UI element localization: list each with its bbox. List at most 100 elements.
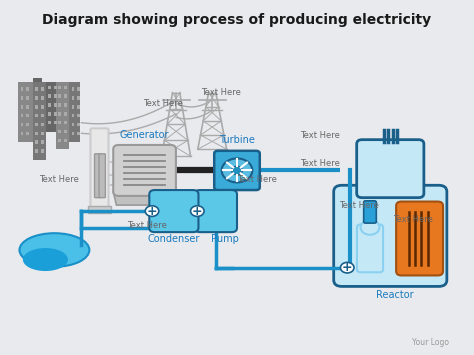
FancyBboxPatch shape	[149, 190, 199, 232]
Bar	[58, 94, 61, 98]
Text: Text Here: Text Here	[39, 175, 79, 184]
FancyBboxPatch shape	[334, 185, 447, 286]
Bar	[77, 96, 80, 100]
Text: Reactor: Reactor	[376, 290, 414, 300]
Bar	[54, 94, 57, 98]
Circle shape	[232, 166, 242, 175]
Bar	[64, 121, 66, 125]
Text: Text Here: Text Here	[393, 215, 433, 224]
Text: Turbine: Turbine	[219, 135, 255, 145]
Circle shape	[145, 206, 159, 217]
Text: Text Here: Text Here	[237, 175, 277, 184]
Bar	[58, 86, 61, 89]
Bar	[20, 87, 23, 91]
FancyBboxPatch shape	[364, 201, 376, 223]
Bar	[58, 130, 61, 133]
Circle shape	[191, 206, 204, 217]
Bar	[36, 149, 38, 153]
Bar	[27, 132, 29, 135]
FancyBboxPatch shape	[214, 151, 260, 190]
Text: Diagram showing process of producing electricity: Diagram showing process of producing ele…	[43, 13, 431, 27]
Bar	[72, 132, 74, 135]
Ellipse shape	[19, 233, 90, 267]
Bar	[41, 123, 44, 126]
Polygon shape	[113, 192, 176, 205]
Bar	[64, 138, 66, 142]
Bar	[64, 86, 66, 89]
Bar	[54, 112, 57, 116]
FancyBboxPatch shape	[357, 140, 424, 198]
Bar	[36, 114, 38, 118]
Bar	[64, 130, 66, 133]
Bar	[77, 114, 80, 118]
Bar	[72, 105, 74, 109]
FancyBboxPatch shape	[94, 154, 101, 198]
FancyBboxPatch shape	[357, 224, 383, 272]
Text: Text Here: Text Here	[301, 159, 340, 168]
Text: +: +	[192, 204, 203, 218]
Circle shape	[361, 220, 380, 235]
Bar	[20, 132, 23, 135]
Bar	[41, 132, 44, 135]
Bar	[36, 123, 38, 126]
Bar	[54, 86, 57, 89]
Bar	[72, 96, 74, 100]
Text: +: +	[342, 261, 353, 274]
Bar	[64, 112, 66, 116]
Bar	[77, 132, 80, 135]
Bar	[20, 114, 23, 118]
Bar	[69, 82, 80, 142]
Bar	[27, 123, 29, 126]
Bar	[54, 103, 57, 107]
Bar	[36, 87, 38, 91]
Bar	[72, 123, 74, 126]
Bar	[58, 121, 61, 125]
Bar	[27, 96, 29, 100]
Bar	[48, 112, 51, 116]
Bar	[36, 132, 38, 135]
Bar	[56, 82, 69, 149]
Bar	[33, 78, 42, 82]
Text: Text Here: Text Here	[143, 99, 182, 108]
Bar	[64, 94, 66, 98]
Bar	[20, 105, 23, 109]
Bar	[88, 206, 111, 213]
Bar	[77, 87, 80, 91]
Bar	[36, 96, 38, 100]
Text: Pump: Pump	[211, 234, 239, 244]
Bar	[48, 103, 51, 107]
Text: Text Here: Text Here	[339, 201, 379, 210]
Text: Condenser: Condenser	[148, 234, 200, 244]
Text: Your Logo: Your Logo	[412, 338, 449, 346]
Text: Text Here: Text Here	[201, 88, 241, 97]
Bar	[58, 103, 61, 107]
Bar	[41, 105, 44, 109]
Text: Text Here: Text Here	[127, 221, 167, 230]
Bar	[18, 82, 33, 142]
Bar	[27, 105, 29, 109]
Bar	[77, 105, 80, 109]
Bar	[36, 140, 38, 144]
Bar	[72, 114, 74, 118]
Bar	[41, 114, 44, 118]
Bar	[46, 82, 56, 132]
Bar	[20, 96, 23, 100]
Bar	[58, 138, 61, 142]
FancyBboxPatch shape	[91, 129, 109, 209]
Bar	[77, 123, 80, 126]
Text: +: +	[147, 204, 157, 218]
Bar	[54, 121, 57, 125]
FancyBboxPatch shape	[396, 202, 443, 275]
Ellipse shape	[23, 248, 68, 271]
Circle shape	[222, 158, 252, 182]
Bar	[58, 112, 61, 116]
Bar	[48, 86, 51, 89]
Bar	[41, 87, 44, 91]
Bar	[64, 103, 66, 107]
FancyBboxPatch shape	[195, 190, 237, 232]
FancyBboxPatch shape	[113, 145, 176, 196]
Bar	[20, 123, 23, 126]
Bar	[27, 87, 29, 91]
Text: Generator: Generator	[120, 130, 169, 140]
Bar	[41, 140, 44, 144]
